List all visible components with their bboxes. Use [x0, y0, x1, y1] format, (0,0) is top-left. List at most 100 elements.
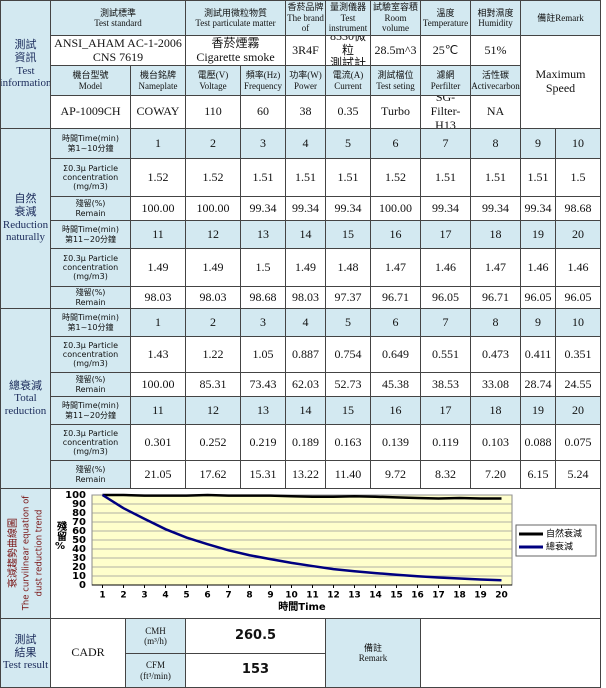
text: Temperature [422, 18, 469, 28]
conc-cell: 1.05 [240, 336, 286, 373]
text: 1.22 [202, 346, 224, 361]
text: 0.351 [564, 346, 592, 361]
text: 28.74 [524, 376, 552, 391]
time-cell: 15 [325, 220, 371, 249]
text: 98.03 [144, 289, 172, 304]
text: 1.49 [295, 259, 316, 274]
conc-cell: 1.51 [520, 158, 556, 197]
remain-cell: 98.03 [185, 286, 241, 309]
text: 1.46 [527, 259, 549, 274]
y-tick-label: 100 [65, 490, 86, 501]
header-cell: 相對濕度 Humidity [470, 0, 521, 36]
text: 260.5 [234, 627, 277, 643]
text: 18 [489, 226, 502, 241]
text: 1.49 [202, 259, 224, 274]
text: CFM [145, 660, 165, 671]
y-tick-label: 0 [79, 580, 86, 591]
text: 21.05 [144, 466, 172, 481]
time-cell: 6 [370, 308, 421, 337]
text: 25℃ [432, 42, 459, 57]
text: Nameplate [138, 80, 178, 91]
text: 10 [572, 135, 584, 150]
value-cell: 51% [470, 35, 521, 66]
conc-cell: 1.5 [555, 158, 601, 197]
text: 備註Remark [537, 12, 584, 23]
text: Remark [358, 653, 388, 663]
remain-cell: 100.00 [130, 196, 186, 221]
y-tick-label: 90 [72, 499, 86, 510]
header-cell: 測試檔位 Test seting [370, 65, 421, 96]
text: 110 [204, 104, 222, 119]
text: 98.03 [292, 289, 319, 304]
text: 0.088 [524, 434, 552, 449]
text: information [0, 77, 51, 90]
conc-cell: 1.48 [325, 248, 371, 287]
text: Frequency [244, 80, 282, 91]
text: The brand of [287, 12, 324, 34]
remain-cell: 45.38 [370, 372, 421, 397]
text: 51% [484, 42, 507, 57]
text: (mg/m3) [73, 182, 108, 192]
cadr-value: 260.5 [185, 618, 326, 654]
text: 2 [210, 314, 216, 329]
text: 99.34 [334, 200, 362, 215]
time-cell: 6 [370, 128, 421, 159]
text: 電壓(V) [197, 70, 229, 81]
x-tick-label: 10 [285, 591, 298, 601]
value-cell: ANSI_AHAM AC-1-2006 CNS 7619 [50, 35, 186, 66]
header-cell: 濾網 Perfilter [420, 65, 471, 96]
conc-cell: 1.47 [470, 248, 521, 287]
text: 100.00 [196, 200, 230, 215]
legend-label: 總衰減 [546, 541, 573, 553]
remain-cell: 100.00 [130, 372, 186, 397]
value-cell: 8530微粒 測試計 [325, 35, 371, 66]
side-title-line: The curvilinear equation of [22, 495, 32, 612]
remain-cell: 99.34 [285, 196, 326, 221]
text: 殘留(%) [75, 288, 106, 298]
conc-cell: 0.139 [370, 424, 421, 461]
text: 12 [207, 402, 219, 417]
text: 2 [210, 135, 216, 150]
time-cell: 2 [185, 308, 241, 337]
time-cell: 15 [325, 396, 371, 425]
conc-cell: 0.219 [240, 424, 286, 461]
text: 17 [439, 226, 452, 241]
y-axis-label: 殘留% [55, 520, 67, 552]
header-cell: 量測儀器 Test instrument [325, 0, 371, 36]
text: 1 [155, 135, 161, 150]
text: 13.22 [292, 466, 319, 481]
text: 1.47 [485, 259, 506, 274]
conc-cell: 0.551 [420, 336, 471, 373]
conc-cell: 0.103 [470, 424, 521, 461]
text: 8.32 [435, 466, 456, 481]
value-cell: 28.5m^3 [370, 35, 421, 66]
text: 20 [572, 226, 584, 241]
time-cell: 10 [555, 308, 601, 337]
text: NA [486, 104, 505, 119]
text: 9 [535, 314, 541, 329]
text: 62.03 [292, 376, 319, 391]
x-tick-label: 14 [369, 591, 382, 601]
conc-cell: 1.46 [520, 248, 556, 287]
remark-value: Maximum Speed [520, 35, 601, 129]
text: 100.00 [141, 200, 175, 215]
header-cell: 電壓(V) Voltage [185, 65, 241, 96]
text: 4 [302, 135, 309, 150]
time-cell: 3 [240, 308, 286, 337]
time-cell: 9 [520, 308, 556, 337]
x-tick-label: 1 [99, 591, 105, 601]
text: Activecarbon [471, 80, 520, 91]
text: Σ0.3μ Particle [63, 428, 118, 438]
text: 0.189 [292, 434, 319, 449]
text: 1.49 [147, 259, 169, 274]
text: 第11~20分鐘 [64, 234, 117, 244]
remain-cell: 99.34 [420, 196, 471, 221]
text: 0.252 [199, 434, 227, 449]
value-cell: 25℃ [420, 35, 471, 66]
conc-cell: 0.252 [185, 424, 241, 461]
text: 13 [257, 226, 269, 241]
value-cell: 3R4F [285, 35, 326, 66]
text: 153 [241, 662, 270, 678]
series-line [102, 493, 502, 500]
